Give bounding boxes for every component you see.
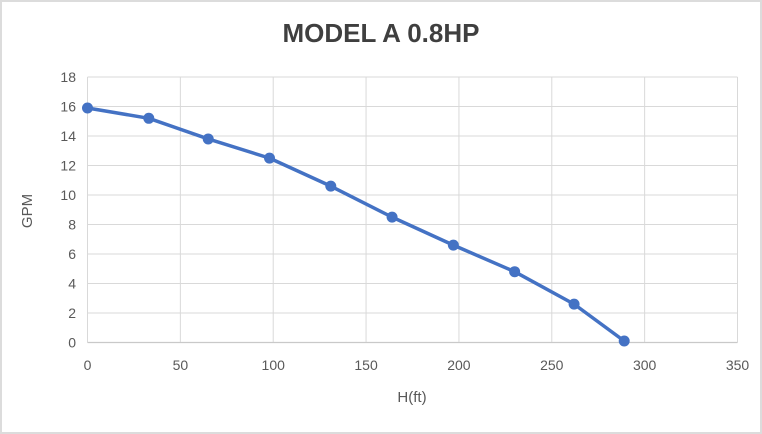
x-axis-tick-label: 250 bbox=[540, 357, 564, 373]
x-axis-tick-label: 150 bbox=[354, 357, 378, 373]
x-axis-title: H(ft) bbox=[397, 389, 426, 406]
y-axis-tick-label: 10 bbox=[60, 187, 76, 203]
chart-title: MODEL A 0.8HP bbox=[283, 18, 480, 48]
gridlines bbox=[87, 76, 738, 344]
x-axis-tick-label: 0 bbox=[84, 357, 92, 373]
data-point-marker bbox=[618, 335, 630, 347]
y-axis-tick-label: 8 bbox=[68, 217, 76, 233]
data-point-marker bbox=[568, 298, 580, 310]
data-point-marker bbox=[509, 266, 521, 278]
y-axis-title: GPM bbox=[19, 194, 36, 228]
x-axis-tick-label: 350 bbox=[726, 357, 750, 373]
series-line bbox=[85, 106, 626, 343]
y-axis-tick-label: 2 bbox=[68, 305, 76, 321]
x-axis-tick-label: 200 bbox=[447, 357, 471, 373]
data-point-marker bbox=[447, 239, 459, 251]
data-point-marker bbox=[264, 152, 275, 164]
y-axis-tick-label: 14 bbox=[60, 128, 76, 144]
axis-tick-labels: 0 50 100 150 200 250 300 350 0 2 4 6 8 10 12 14 16 18 bbox=[60, 69, 749, 373]
x-axis-tick-label: 300 bbox=[633, 357, 657, 373]
data-point-marker bbox=[386, 211, 398, 223]
y-axis-tick-label: 0 bbox=[68, 335, 76, 351]
data-point-marker bbox=[325, 180, 337, 192]
x-axis-tick-label: 100 bbox=[262, 357, 286, 373]
y-axis-tick-label: 6 bbox=[68, 246, 76, 262]
y-axis-tick-label: 16 bbox=[60, 99, 76, 115]
data-point-marker bbox=[82, 102, 93, 114]
y-axis-tick-label: 18 bbox=[60, 69, 76, 85]
x-axis-tick-label: 50 bbox=[173, 357, 189, 373]
y-axis-tick-label: 12 bbox=[60, 158, 76, 174]
data-point-marker bbox=[143, 112, 155, 124]
data-point-marker bbox=[202, 133, 214, 145]
y-axis-tick-label: 4 bbox=[68, 276, 76, 292]
series-layer bbox=[82, 102, 630, 347]
